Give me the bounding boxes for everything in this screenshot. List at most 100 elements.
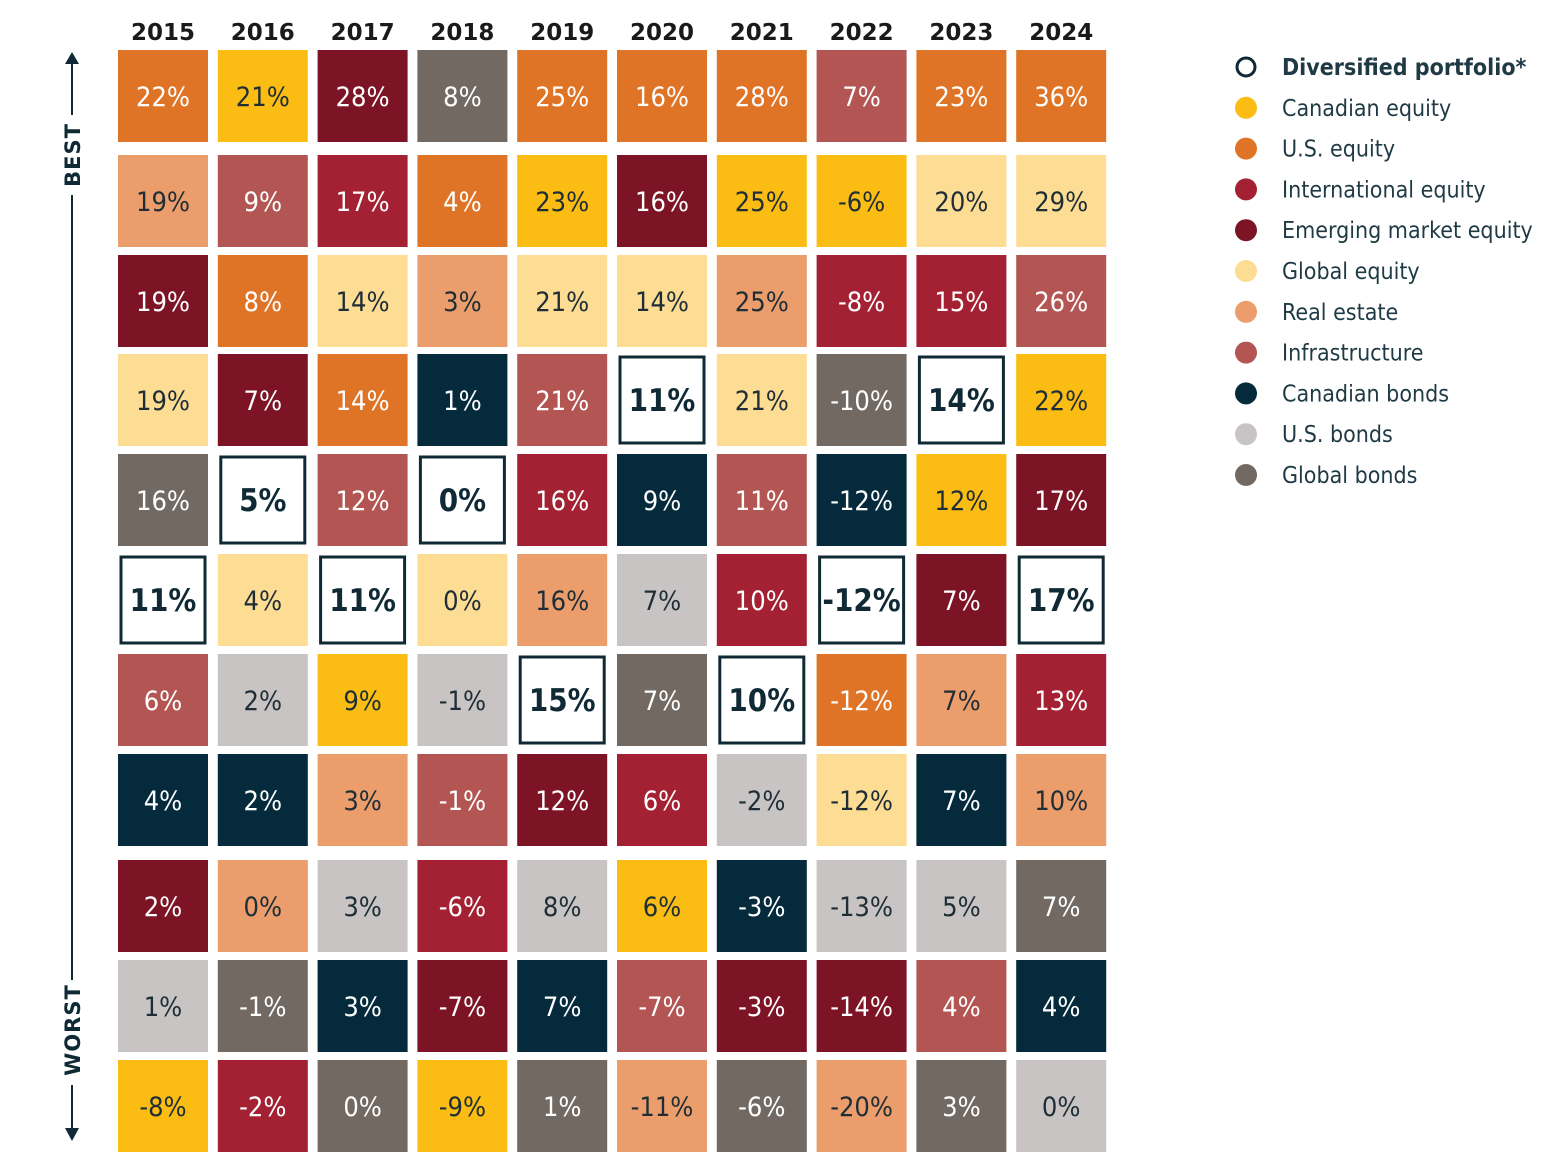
legend-label: U.S. equity [1282, 137, 1395, 163]
cell-2015-4: 19% [118, 354, 208, 446]
year-header-2018: 2018 [430, 20, 494, 46]
cell-2020-8: 6% [617, 754, 707, 846]
arrow-down-icon [65, 1128, 79, 1141]
cell-value: 26% [1034, 287, 1088, 318]
canadian-bonds-cell-box [317, 960, 408, 1052]
canadian-bonds-cell-box [118, 754, 208, 846]
us-equity-cell-box [417, 155, 508, 247]
cell-value: -12% [830, 786, 893, 817]
cell-2017-7: 9% [317, 654, 408, 746]
canadian-equity-cell-box [517, 155, 608, 247]
legend-label: Diversified portfolio* [1282, 55, 1527, 81]
cell-2023-3: 15% [916, 255, 1007, 347]
cell-value: 1% [144, 992, 183, 1023]
cell-2021-7: 10% [718, 655, 806, 745]
us-equity-cell-box [1016, 50, 1107, 142]
cell-2016-11: -2% [217, 1060, 308, 1152]
cell-value: 5% [942, 892, 981, 923]
legend-label: Canadian equity [1282, 96, 1451, 122]
cell-2021-11: -6% [716, 1060, 807, 1152]
cell-value: -6% [439, 892, 486, 923]
cell-2017-2: 17% [317, 155, 408, 247]
infrastructure-cell-box [417, 754, 508, 846]
cell-2017-6: 11% [319, 555, 407, 645]
real-estate-cell-box [217, 860, 308, 952]
cell-value: 14% [336, 386, 390, 417]
cell-2020-1: 16% [617, 50, 707, 142]
cell-value: 17% [336, 187, 390, 218]
cell-value: 4% [144, 786, 183, 817]
us-bonds-cell-box [816, 860, 907, 952]
cell-2020-11: -11% [617, 1060, 707, 1152]
legend-swatch [1235, 178, 1257, 201]
cell-2017-11: 0% [317, 1060, 408, 1152]
cell-value: 16% [635, 82, 689, 113]
cell-value: 28% [735, 82, 789, 113]
legend-swatch [1235, 219, 1257, 242]
cell-2020-6: 7% [617, 554, 707, 646]
cell-value: -2% [738, 786, 785, 817]
cell-2022-4: -10% [816, 354, 907, 446]
cell-2015-6: 11% [119, 555, 207, 645]
cell-2018-10: -7% [417, 960, 508, 1052]
cell-value: 3% [343, 992, 382, 1023]
cell-2022-7: -12% [816, 654, 907, 746]
cell-value: -8% [838, 287, 885, 318]
cell-2024-8: 10% [1016, 754, 1107, 846]
cell-value: -9% [439, 1092, 486, 1123]
cell-value: 16% [635, 187, 689, 218]
cell-value: 1% [443, 386, 482, 417]
cell-2021-10: -3% [716, 960, 807, 1052]
international-equity-cell-box [217, 1060, 308, 1152]
cell-value: -1% [239, 992, 286, 1023]
cell-2015-3: 19% [118, 255, 208, 347]
cell-2019-9: 8% [517, 860, 608, 952]
legend-label: Global equity [1282, 259, 1420, 285]
cell-value: 22% [1034, 386, 1088, 417]
cell-value: -3% [738, 992, 785, 1023]
cell-2024-10: 4% [1016, 960, 1107, 1052]
cell-2019-1: 25% [517, 50, 608, 142]
real-estate-cell-box [916, 654, 1007, 746]
cell-value: 25% [735, 187, 789, 218]
cell-2021-6: 10% [716, 554, 807, 646]
portfolio-cell-box [119, 555, 207, 645]
emerging-equity-cell-box [916, 554, 1007, 646]
cell-value: 0% [439, 483, 486, 519]
cell-value: 4% [942, 992, 981, 1023]
cell-2018-3: 3% [417, 255, 508, 347]
cell-2017-4: 14% [317, 354, 408, 446]
global-equity-cell-box [816, 754, 907, 846]
cell-value: 7% [842, 82, 881, 113]
us-equity-cell-box [517, 50, 608, 142]
cell-2018-7: -1% [417, 654, 508, 746]
cell-2015-7: 6% [118, 654, 208, 746]
canadian-equity-cell-box [317, 654, 408, 746]
cell-value: 12% [336, 486, 390, 517]
cell-2020-2: 16% [617, 155, 707, 247]
global-equity-cell-box [916, 155, 1007, 247]
year-header-2022: 2022 [830, 20, 894, 46]
cell-value: 0% [1042, 1092, 1081, 1123]
global-equity-cell-box [217, 554, 308, 646]
cell-2019-2: 23% [517, 155, 608, 247]
cell-2022-1: 7% [816, 50, 907, 142]
cell-2018-5: 0% [418, 455, 506, 545]
cell-2021-3: 25% [716, 255, 807, 347]
cell-2018-8: -1% [417, 754, 508, 846]
cell-2022-2: -6% [816, 155, 907, 247]
cell-2023-11: 3% [916, 1060, 1007, 1152]
cell-2016-1: 21% [217, 50, 308, 142]
legend-item-canadian-equity: Canadian equity [1235, 96, 1451, 122]
cell-2016-5: 5% [219, 455, 307, 545]
cell-value: 9% [643, 486, 682, 517]
cell-value: 21% [535, 287, 589, 318]
infrastructure-cell-box [118, 654, 208, 746]
cell-2015-2: 19% [118, 155, 208, 247]
cell-2016-6: 4% [217, 554, 308, 646]
cell-2021-9: -3% [716, 860, 807, 952]
cell-2024-4: 22% [1016, 354, 1107, 446]
cell-value: 5% [239, 483, 286, 519]
legend-swatch [1235, 423, 1257, 446]
cell-value: 7% [1042, 892, 1081, 923]
